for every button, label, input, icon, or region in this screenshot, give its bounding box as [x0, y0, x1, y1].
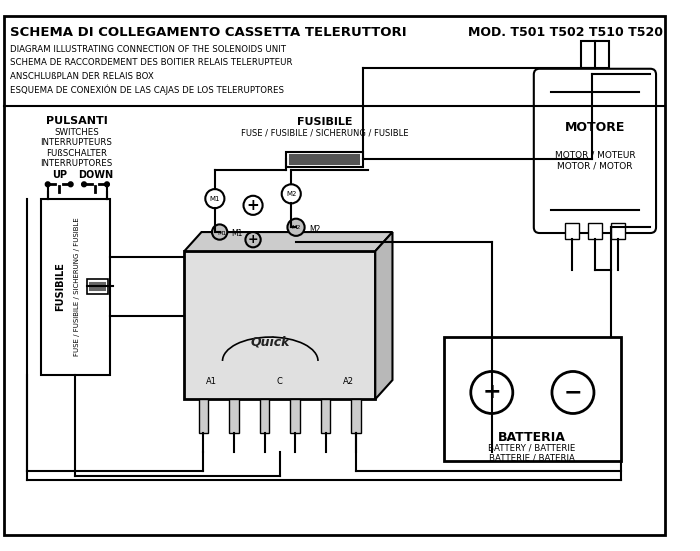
FancyBboxPatch shape — [534, 69, 656, 233]
Text: +: + — [248, 233, 258, 246]
Text: M1: M1 — [231, 229, 242, 239]
Text: MOD. T501 T502 T510 T520: MOD. T501 T502 T510 T520 — [468, 26, 663, 39]
Circle shape — [69, 182, 73, 187]
Circle shape — [246, 232, 260, 247]
Bar — [229, 399, 239, 433]
Circle shape — [288, 219, 304, 236]
Circle shape — [281, 184, 301, 203]
Text: M1: M1 — [217, 230, 226, 235]
Bar — [351, 399, 361, 433]
Text: Quick: Quick — [251, 336, 290, 348]
Text: A2: A2 — [343, 377, 354, 386]
Text: DOWN: DOWN — [78, 170, 113, 180]
Text: SWITCHES
INTERRUPTEURS
FUßSCHALTER
INTERRUPTORES: SWITCHES INTERRUPTEURS FUßSCHALTER INTER… — [41, 128, 113, 168]
Text: SCHEMA DE RACCORDEMENT DES BOITIER RELAIS TELERUPTEUR: SCHEMA DE RACCORDEMENT DES BOITIER RELAI… — [10, 58, 292, 67]
Text: FUSIBILE: FUSIBILE — [297, 117, 352, 127]
Bar — [580, 41, 609, 68]
Text: +: + — [246, 198, 260, 213]
Bar — [290, 399, 300, 433]
Circle shape — [471, 371, 513, 413]
Text: FUSE / FUSIBILE / SICHERUNG / FUSIBLE: FUSE / FUSIBILE / SICHERUNG / FUSIBLE — [241, 129, 408, 138]
Bar — [611, 224, 624, 239]
Circle shape — [212, 224, 228, 240]
Text: FUSIBILE: FUSIBILE — [55, 262, 65, 311]
Text: DIAGRAM ILLUSTRATING CONNECTION OF THE SOLENOIDS UNIT: DIAGRAM ILLUSTRATING CONNECTION OF THE S… — [10, 45, 286, 54]
Text: C: C — [277, 377, 283, 386]
Circle shape — [244, 196, 262, 215]
Text: UP: UP — [52, 170, 66, 180]
Bar — [41, 198, 110, 375]
Bar — [199, 399, 208, 433]
Text: MOTORE: MOTORE — [565, 121, 625, 133]
Text: +: + — [482, 382, 501, 402]
Text: M2: M2 — [309, 225, 321, 234]
Polygon shape — [184, 232, 393, 251]
Bar — [290, 155, 359, 164]
Bar — [444, 337, 621, 461]
Circle shape — [46, 182, 50, 187]
Bar — [566, 224, 579, 239]
Circle shape — [104, 182, 109, 187]
Text: ESQUEMA DE CONEXIÓN DE LAS CAJAS DE LOS TELERUPTORES: ESQUEMA DE CONEXIÓN DE LAS CAJAS DE LOS … — [10, 85, 284, 95]
Text: ANSCHLUßPLAN DER RELAIS BOX: ANSCHLUßPLAN DER RELAIS BOX — [10, 72, 153, 80]
Polygon shape — [375, 232, 393, 399]
Text: MOTOR / MOTEUR
MOTOR / MOTOR: MOTOR / MOTEUR MOTOR / MOTOR — [554, 151, 635, 170]
Bar — [87, 279, 108, 294]
Text: M2: M2 — [291, 225, 301, 230]
Text: M1: M1 — [209, 196, 220, 202]
Text: BATTERIA: BATTERIA — [498, 431, 566, 444]
Text: A1: A1 — [206, 377, 216, 386]
Circle shape — [205, 189, 225, 208]
Bar — [260, 399, 270, 433]
Bar — [184, 251, 375, 399]
Text: −: − — [564, 382, 582, 402]
Bar — [90, 283, 105, 290]
Bar — [286, 152, 363, 167]
Text: PULSANTI: PULSANTI — [46, 116, 107, 126]
Text: BATTERY / BATTERIE
BATTERIE / BATERIA: BATTERY / BATTERIE BATTERIE / BATERIA — [488, 443, 575, 462]
Text: SCHEMA DI COLLEGAMENTO CASSETTA TELERUTTORI: SCHEMA DI COLLEGAMENTO CASSETTA TELERUTT… — [10, 26, 406, 39]
Circle shape — [552, 371, 594, 413]
Text: FUSE / FUSIBILE / SICHERUNG / FUSIBLE: FUSE / FUSIBILE / SICHERUNG / FUSIBLE — [74, 217, 81, 356]
Text: M2: M2 — [286, 191, 296, 197]
Bar — [588, 224, 601, 239]
Circle shape — [82, 182, 86, 187]
Bar — [321, 399, 330, 433]
